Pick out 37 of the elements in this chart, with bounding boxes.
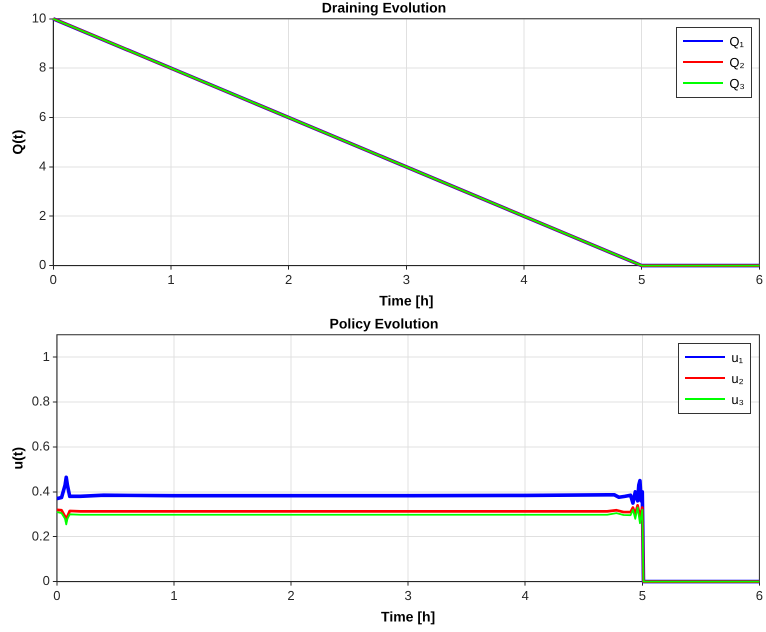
y-axis-title: u(t) — [9, 446, 26, 470]
x-tick-label: 0 — [53, 588, 60, 603]
x-tick-label: 3 — [404, 588, 412, 603]
x-axis-title: Time [h] — [381, 608, 436, 624]
chart-title: Policy Evolution — [330, 315, 438, 332]
y-tick-label: 0.8 — [32, 394, 50, 409]
legend-label: Q₃ — [729, 76, 745, 91]
legend-label: u₃ — [731, 392, 744, 407]
y-axis-title: Q(t) — [9, 130, 26, 155]
chart-title: Draining Evolution — [322, 0, 446, 16]
legend-label: u₂ — [731, 370, 744, 386]
y-tick-label: 8 — [39, 60, 46, 75]
legend-label: u₁ — [731, 350, 743, 365]
x-tick-label: 5 — [638, 272, 646, 287]
x-tick-label: 5 — [638, 588, 646, 603]
x-tick-label: 2 — [285, 272, 292, 287]
x-tick-label: 1 — [170, 588, 178, 603]
legend-label: Q₂ — [729, 54, 745, 70]
x-tick-label: 6 — [756, 272, 763, 287]
y-tick-label: 1 — [42, 348, 50, 364]
y-tick-label: 0.2 — [32, 528, 50, 544]
y-tick-label: 0.6 — [32, 438, 50, 454]
x-tick-label: 4 — [520, 272, 528, 287]
x-tick-label: 6 — [756, 588, 763, 603]
y-tick-label: 0.4 — [32, 483, 50, 498]
x-tick-label: 1 — [167, 272, 175, 287]
y-tick-label: 4 — [39, 158, 46, 174]
x-tick-label: 2 — [287, 588, 295, 603]
x-axis-title: Time [h] — [379, 292, 434, 308]
y-tick-label: 2 — [39, 208, 46, 223]
y-tick-label: 10 — [32, 10, 46, 26]
y-tick-label: 6 — [39, 109, 46, 124]
x-tick-label: 4 — [522, 588, 529, 603]
legend-label: Q₁ — [729, 34, 744, 49]
y-tick-label: 0 — [42, 573, 50, 588]
y-tick-label: 0 — [39, 257, 46, 272]
x-tick-label: 3 — [402, 272, 410, 287]
